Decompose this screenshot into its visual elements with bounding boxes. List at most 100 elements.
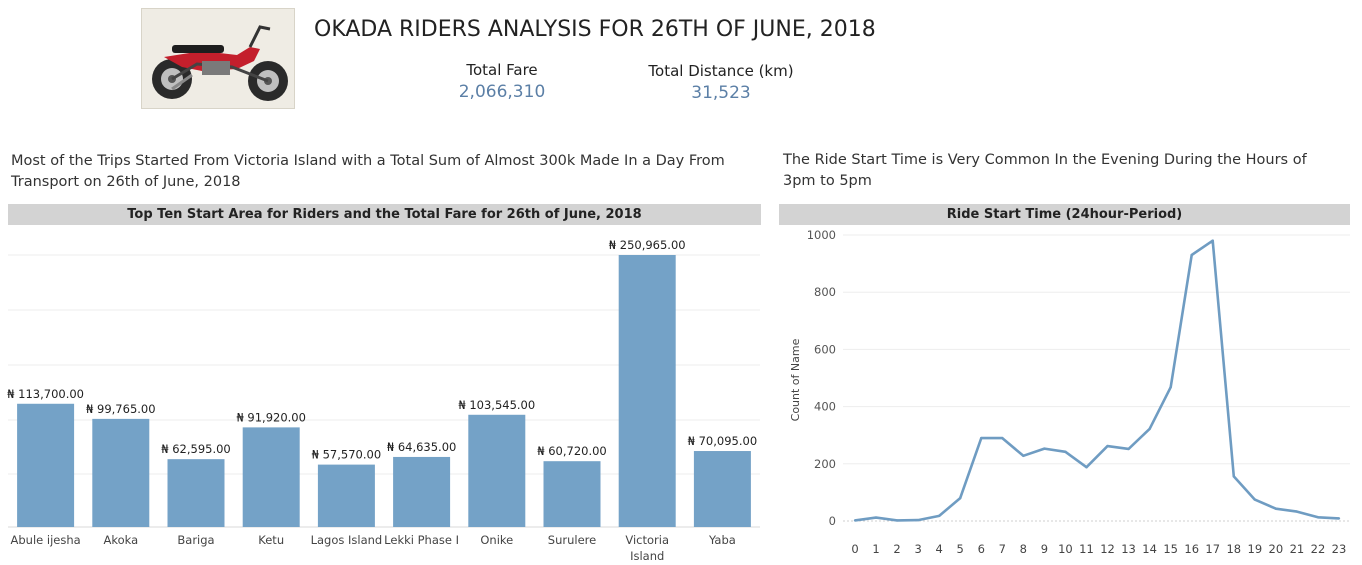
page-title: OKADA RIDERS ANALYSIS FOR 26TH OF JUNE, … (314, 17, 876, 42)
bar-tick-label: Surulere (548, 533, 596, 547)
line-x-tick-label: 6 (978, 542, 985, 556)
bar-yaba (693, 451, 751, 527)
line-x-tick-label: 9 (1041, 542, 1048, 556)
caption-bar-chart: Most of the Trips Started From Victoria … (11, 153, 725, 190)
line-point-hour-0 (853, 519, 857, 522)
line-point-hour-10 (1064, 450, 1067, 453)
bar-tick-label: Yaba (708, 533, 736, 547)
bar-tick-label: Abule ijesha (11, 533, 81, 547)
line-y-axis-label: Count of Name (789, 338, 802, 421)
bar-chart-title: Top Ten Start Area for Riders and the To… (8, 204, 761, 225)
line-point-hour-7 (1001, 436, 1004, 440)
bar-data-label: ₦ 62,595.00 (161, 442, 231, 456)
line-point-hour-12 (1106, 444, 1109, 448)
line-point-hour-5 (959, 496, 962, 500)
kpi-total-distance: Total Distance (km) 31,523 (640, 62, 802, 103)
bar-chart: ₦ 113,700.00 Abule ijesha ₦ 99,765.00 Akoka… (7, 238, 760, 563)
line-x-tick-label: 22 (1311, 542, 1326, 556)
bar-abule-ijesha (17, 403, 75, 527)
line-x-tick-label: 7 (999, 542, 1006, 556)
line-point-hour-9 (1043, 447, 1046, 450)
line-x-tick-label: 0 (851, 542, 858, 556)
line-x-tick-label: 8 (1020, 542, 1027, 556)
line-x-tick-label: 18 (1226, 542, 1241, 556)
line-point-hour-18 (1232, 475, 1235, 478)
kpi-total-fare: Total Fare 2,066,310 (448, 61, 556, 102)
line-point-hour-11 (1085, 466, 1088, 469)
line-point-hour-22 (1316, 516, 1320, 519)
bar-akoka (92, 418, 150, 527)
line-x-tick-label: 11 (1079, 542, 1094, 556)
line-y-tick-label: 400 (814, 400, 836, 414)
line-point-hour-1 (874, 516, 878, 519)
line-point-hour-6 (980, 436, 983, 440)
bar-tick-label: Onike (480, 533, 513, 547)
line-x-tick-label: 16 (1184, 542, 1199, 556)
line-x-tick-label: 14 (1142, 542, 1157, 556)
line-point-hour-19 (1253, 498, 1257, 501)
line-point-hour-14 (1148, 427, 1151, 431)
bar-data-label: ₦ 99,765.00 (86, 402, 156, 416)
line-point-hour-2 (895, 519, 899, 522)
line-point-hour-17 (1211, 239, 1214, 242)
bar-lagos-island (317, 464, 375, 527)
line-x-tick-label: 17 (1205, 542, 1220, 556)
bar-bariga (167, 459, 225, 527)
kpi-total-distance-label: Total Distance (km) (648, 62, 794, 80)
bar-tick-label: Bariga (177, 533, 214, 547)
bar-data-label: ₦ 57,570.00 (312, 448, 382, 462)
bar-data-label: ₦ 103,545.00 (458, 398, 535, 412)
line-point-hour-8 (1022, 454, 1025, 457)
line-x-tick-label: 12 (1100, 542, 1115, 556)
line-x-tick-label: 5 (957, 542, 964, 556)
line-point-hour-16 (1190, 253, 1193, 257)
bar-victoria-island (618, 255, 676, 527)
logo (141, 8, 295, 109)
line-x-tick-label: 15 (1163, 542, 1178, 556)
line-series (854, 239, 1340, 522)
bar-tick-label: Lekki Phase I (384, 533, 459, 547)
bar-tick-label: Victoria Island (625, 533, 669, 563)
bar-onike (468, 414, 526, 527)
bar-data-label: ₦ 64,635.00 (387, 440, 457, 454)
line-point-hour-4 (937, 514, 941, 518)
bar-data-label: ₦ 113,700.00 (7, 387, 84, 401)
line-point-hour-23 (1337, 517, 1341, 520)
line-x-tick-label: 20 (1269, 542, 1284, 556)
line-point-hour-15 (1169, 385, 1172, 389)
kpi-total-fare-value: 2,066,310 (458, 82, 546, 102)
line-x-tick-label: 21 (1290, 542, 1305, 556)
line-x-tick-label: 1 (872, 542, 879, 556)
bar-data-label: ₦ 60,720.00 (537, 444, 607, 458)
bar-surulere (543, 461, 601, 527)
bar-tick-label: Lagos Island (311, 533, 383, 547)
line-x-tick-label: 13 (1121, 542, 1136, 556)
line-x-tick-label: 4 (936, 542, 943, 556)
line-y-tick-label: 600 (814, 342, 836, 356)
motorbike-icon (142, 9, 294, 108)
line-x-tick-label: 23 (1332, 542, 1347, 556)
kpi-total-distance-value: 31,523 (691, 83, 751, 103)
bar-data-label: ₦ 70,095.00 (688, 434, 758, 448)
line-point-hour-20 (1274, 507, 1278, 510)
bar-tick-label: Akoka (103, 533, 138, 547)
line-x-tick-label: 3 (914, 542, 921, 556)
line-chart-title: Ride Start Time (24hour-Period) (779, 204, 1350, 225)
line-y-tick-label: 200 (814, 457, 836, 471)
line-y-tick-label: 0 (829, 514, 836, 528)
line-point-hour-13 (1127, 447, 1130, 451)
line-x-tick-label: 2 (893, 542, 900, 556)
bar-tick-label: Ketu (258, 533, 284, 547)
line-y-tick-label: 800 (814, 285, 836, 299)
bar-lekki-phase-i (393, 456, 451, 527)
bar-ketu (242, 427, 300, 527)
line-point-hour-21 (1295, 510, 1299, 513)
line-y-tick-label: 1000 (807, 228, 836, 242)
bar-data-label: ₦ 91,920.00 (236, 410, 306, 424)
caption-line-chart: The Ride Start Time is Very Common In th… (783, 152, 1307, 189)
line-x-tick-label: 19 (1248, 542, 1263, 556)
kpi-total-fare-label: Total Fare (466, 61, 538, 79)
bar-data-label: ₦ 250,965.00 (609, 238, 686, 252)
line-point-hour-3 (916, 518, 920, 522)
